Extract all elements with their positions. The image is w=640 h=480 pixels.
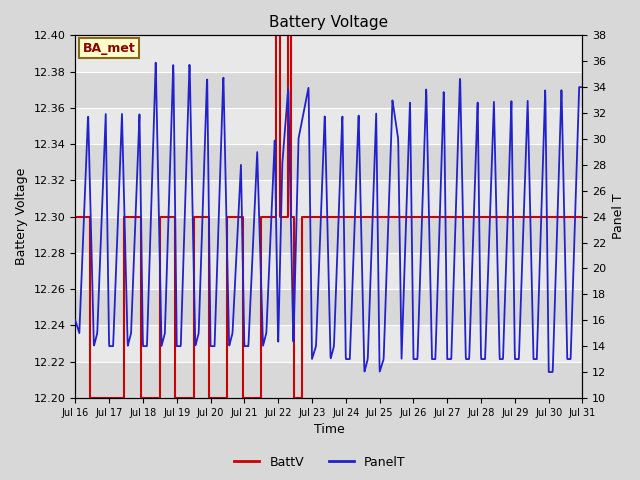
Bar xyxy=(76,253,582,289)
Bar xyxy=(76,361,582,398)
Bar xyxy=(76,180,582,216)
Bar xyxy=(76,216,582,253)
Y-axis label: Battery Voltage: Battery Voltage xyxy=(15,168,28,265)
Text: BA_met: BA_met xyxy=(83,42,136,55)
Bar xyxy=(76,325,582,361)
Bar xyxy=(76,289,582,325)
Y-axis label: Panel T: Panel T xyxy=(612,194,625,240)
Bar xyxy=(76,72,582,108)
X-axis label: Time: Time xyxy=(314,423,344,436)
Title: Battery Voltage: Battery Voltage xyxy=(269,15,388,30)
Bar xyxy=(76,108,582,144)
Bar xyxy=(76,144,582,180)
Bar xyxy=(76,36,582,72)
Legend: BattV, PanelT: BattV, PanelT xyxy=(229,451,411,474)
